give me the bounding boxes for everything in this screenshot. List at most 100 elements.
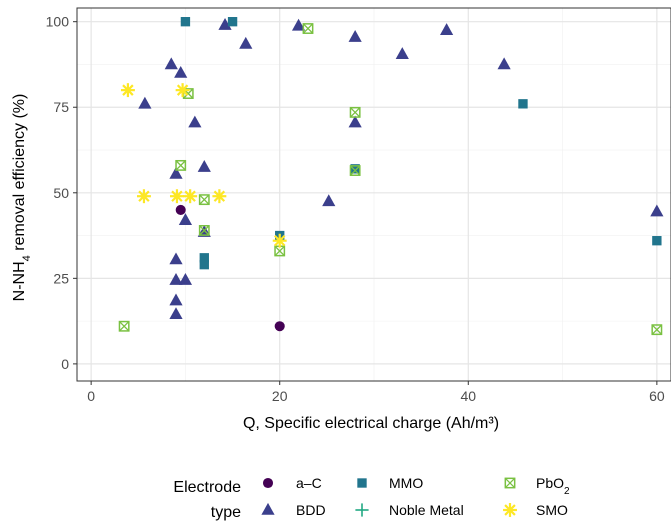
legend-item: BDD [261,502,326,518]
legend-item: Noble Metal [355,502,464,518]
data-point [198,194,210,206]
marker-circle [274,321,285,332]
marker-square-x [175,159,187,171]
marker-square-x-line [302,23,314,34]
data-point [497,57,511,70]
x-tick-label: 20 [272,388,288,404]
data-point [118,320,130,332]
marker-square-x-line [651,324,662,335]
marker-triangle [174,65,188,78]
marker-square-x-line [199,194,210,205]
legend-label-part: a–C [296,475,322,491]
data-point [175,204,186,215]
legend-key [355,503,369,517]
legend-label-part: SMO [536,502,568,518]
legend-label: MMO [389,475,423,491]
x-tick-label: 60 [649,388,665,404]
data-point [169,307,183,320]
marker-square-x [504,477,516,489]
data-point [348,115,362,128]
legend-key [262,477,274,489]
y-axis-title-subscript: 4 [21,255,33,261]
marker-triangle [348,115,362,128]
y-axis-title: N-NH4 removal efficiency (%) [11,94,33,302]
marker-triangle [497,57,511,70]
data-point [652,236,662,246]
marker-circle [175,204,186,215]
data-point [174,65,188,78]
marker-asterisk-line [274,234,286,247]
legend-key [261,502,275,515]
marker-triangle [169,293,183,306]
data-point [169,272,183,285]
marker-triangle [395,47,409,59]
data-point [302,23,314,34]
legend-label-part: MMO [389,475,423,491]
data-point [272,233,287,248]
marker-square-x [198,194,210,206]
marker-triangle [169,307,183,320]
y-tick-label: 75 [53,99,69,115]
data-point [291,18,306,31]
x-axis: 0 20 40 60 [87,381,665,404]
data-point [169,252,183,265]
marker-square [180,17,191,27]
y-tick-label: 50 [53,185,69,201]
y-axis: 0 25 50 75 100 [46,14,77,372]
data-point [349,106,361,118]
legend-key [503,503,517,517]
data-point [348,30,362,42]
x-axis-title: Q, Specific electrical charge (Ah/m³) [243,415,499,432]
marker-square-x [118,320,130,332]
legend-key [357,478,367,488]
data-point [274,321,285,332]
marker-asterisk-line [138,190,150,202]
marker-square [357,478,367,488]
marker-triangle [169,166,183,179]
marker-asterisk-line [122,84,134,96]
data-point [198,225,210,236]
marker-triangle [650,204,664,217]
marker-triangle [188,115,202,128]
marker-triangle [169,252,183,265]
grid-lines [77,8,671,381]
marker-asterisk-line [213,190,226,202]
marker-square-x [651,324,663,336]
marker-square-x [302,23,314,34]
data-point [169,189,184,204]
marker-square [199,259,209,270]
data-point [175,159,187,171]
marker-asterisk-line [504,504,516,516]
marker-square [518,99,528,109]
marker-square-x-line [199,225,210,236]
y-axis-title-part: N-NH [11,261,28,301]
plot-border [76,7,671,382]
marker-triangle [348,30,362,42]
marker-triangle [322,194,336,207]
x-tick-label: 40 [460,388,476,404]
marker-asterisk-line [176,84,189,96]
legend-label: Noble Metal [389,502,464,518]
marker-square [227,17,238,27]
marker-square-x-line [183,88,194,99]
legend-key [504,477,516,489]
legend-title: Electrode [173,479,241,496]
marker-triangle [164,57,178,70]
data-point [178,272,193,285]
marker-triangle [178,272,193,285]
legend: Electrode type a–C MMO PbO2 BDD Noble Metal SMO [173,475,570,521]
data-point [199,259,209,270]
marker-triangle [239,36,253,49]
legend-label: a–C [296,475,322,491]
data-point [136,189,151,204]
data-point [440,23,454,36]
marker-square-x-line [274,245,285,257]
legend-title: type [211,504,241,521]
marker-square-x-line [350,107,361,118]
plot-panel [76,7,671,382]
legend-label-part: BDD [296,502,326,518]
data-point [175,83,190,98]
legend-item: MMO [357,475,423,491]
marker-circle [262,477,274,489]
